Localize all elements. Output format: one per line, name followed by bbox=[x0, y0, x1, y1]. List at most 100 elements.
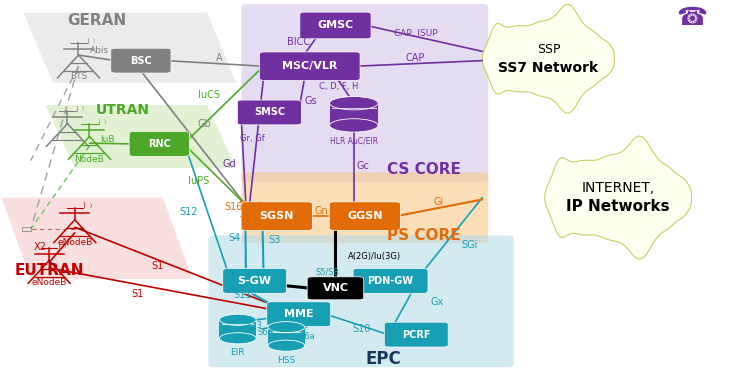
Text: S-GW: S-GW bbox=[238, 276, 272, 286]
Text: S16: S16 bbox=[224, 202, 242, 212]
FancyBboxPatch shape bbox=[268, 327, 304, 346]
FancyBboxPatch shape bbox=[353, 269, 428, 293]
Text: GMSC: GMSC bbox=[318, 21, 354, 31]
Text: Gb: Gb bbox=[198, 119, 212, 129]
Text: S12: S12 bbox=[179, 207, 198, 217]
Text: S6a: S6a bbox=[300, 332, 315, 341]
Ellipse shape bbox=[268, 340, 304, 351]
Polygon shape bbox=[482, 4, 615, 113]
Text: CAP, ISUP: CAP, ISUP bbox=[394, 29, 438, 38]
Text: BICC: BICC bbox=[287, 37, 310, 47]
Text: ): ) bbox=[89, 203, 91, 208]
Ellipse shape bbox=[268, 322, 304, 333]
FancyBboxPatch shape bbox=[259, 52, 360, 81]
Text: INTERNET,: INTERNET, bbox=[581, 181, 654, 195]
Text: IuB: IuB bbox=[101, 135, 115, 144]
Text: CS CORE: CS CORE bbox=[387, 162, 461, 177]
Text: S3: S3 bbox=[268, 235, 281, 245]
Text: BSC: BSC bbox=[130, 56, 152, 66]
Ellipse shape bbox=[220, 333, 256, 344]
FancyBboxPatch shape bbox=[307, 277, 364, 300]
Text: S10: S10 bbox=[353, 324, 371, 334]
Text: ): ) bbox=[76, 106, 78, 112]
Polygon shape bbox=[1, 198, 192, 279]
Text: Gd: Gd bbox=[222, 159, 236, 169]
Text: Gs: Gs bbox=[305, 96, 318, 106]
Text: C, D, F, H: C, D, F, H bbox=[319, 82, 359, 91]
Text: S6d: S6d bbox=[258, 328, 273, 337]
Text: HLR AuC/EIR: HLR AuC/EIR bbox=[329, 137, 378, 145]
Ellipse shape bbox=[220, 314, 256, 325]
Text: S5/S8: S5/S8 bbox=[315, 267, 339, 276]
FancyBboxPatch shape bbox=[111, 48, 171, 73]
Text: RNC: RNC bbox=[148, 139, 171, 149]
FancyBboxPatch shape bbox=[242, 172, 488, 243]
Text: X2: X2 bbox=[34, 242, 46, 252]
Text: VNC: VNC bbox=[323, 283, 349, 293]
Text: EUTRAN: EUTRAN bbox=[14, 263, 84, 278]
Text: S11: S11 bbox=[233, 290, 251, 300]
Text: MME: MME bbox=[284, 309, 313, 319]
FancyBboxPatch shape bbox=[223, 269, 287, 293]
Text: ): ) bbox=[83, 202, 85, 209]
FancyBboxPatch shape bbox=[329, 103, 378, 125]
Text: S1: S1 bbox=[151, 261, 163, 271]
Text: A(2G)/Iu(3G): A(2G)/Iu(3G) bbox=[348, 253, 401, 261]
Text: Gc: Gc bbox=[357, 161, 370, 171]
Ellipse shape bbox=[329, 97, 378, 110]
Text: ): ) bbox=[104, 119, 106, 124]
Text: eNodeB: eNodeB bbox=[32, 278, 67, 287]
Text: A: A bbox=[216, 53, 223, 63]
FancyBboxPatch shape bbox=[329, 202, 400, 231]
FancyBboxPatch shape bbox=[209, 235, 514, 367]
Text: HSS: HSS bbox=[277, 356, 296, 365]
Text: PDN-GW: PDN-GW bbox=[368, 276, 413, 286]
Text: CAP: CAP bbox=[405, 53, 425, 63]
Text: Gn: Gn bbox=[315, 206, 329, 216]
FancyBboxPatch shape bbox=[300, 12, 371, 39]
Text: ☎: ☎ bbox=[676, 6, 707, 30]
Text: IP Networks: IP Networks bbox=[566, 199, 670, 214]
Text: S4: S4 bbox=[228, 233, 240, 242]
FancyBboxPatch shape bbox=[237, 100, 301, 125]
Text: UTRAN: UTRAN bbox=[96, 103, 150, 117]
Text: PS CORE: PS CORE bbox=[387, 228, 461, 243]
Text: ): ) bbox=[63, 244, 66, 248]
Text: ): ) bbox=[57, 242, 60, 249]
Text: Gi: Gi bbox=[433, 197, 444, 207]
Text: ): ) bbox=[86, 37, 89, 44]
FancyBboxPatch shape bbox=[220, 320, 256, 338]
Text: SMSC: SMSC bbox=[254, 107, 285, 117]
Text: S16: S16 bbox=[245, 202, 262, 211]
Text: SGSN: SGSN bbox=[259, 211, 294, 221]
Ellipse shape bbox=[329, 119, 378, 132]
Text: BTS: BTS bbox=[70, 72, 87, 81]
Text: Gx: Gx bbox=[431, 297, 444, 307]
FancyBboxPatch shape bbox=[242, 4, 488, 182]
Text: ): ) bbox=[93, 38, 95, 43]
Text: Abis: Abis bbox=[89, 47, 108, 56]
Text: S1: S1 bbox=[131, 289, 143, 299]
Text: E: E bbox=[290, 58, 297, 68]
Text: SSP: SSP bbox=[537, 43, 560, 56]
Text: NodeB: NodeB bbox=[74, 155, 105, 164]
Text: GERAN: GERAN bbox=[67, 13, 127, 28]
Polygon shape bbox=[545, 136, 691, 259]
Text: MSC/VLR: MSC/VLR bbox=[282, 61, 338, 71]
Polygon shape bbox=[24, 13, 237, 83]
FancyBboxPatch shape bbox=[384, 322, 448, 347]
Text: PCRF: PCRF bbox=[402, 330, 430, 339]
Text: S13: S13 bbox=[247, 321, 262, 330]
Polygon shape bbox=[46, 105, 237, 168]
Text: SGi: SGi bbox=[461, 240, 478, 250]
FancyBboxPatch shape bbox=[267, 302, 331, 327]
Text: ▭: ▭ bbox=[21, 223, 33, 236]
Text: ): ) bbox=[82, 106, 84, 112]
FancyBboxPatch shape bbox=[129, 132, 189, 156]
FancyBboxPatch shape bbox=[241, 202, 312, 231]
Text: IuCS: IuCS bbox=[198, 90, 220, 100]
Text: Gr, Gf: Gr, Gf bbox=[240, 134, 265, 143]
Text: EPC: EPC bbox=[366, 350, 401, 368]
Text: eNodeB: eNodeB bbox=[57, 238, 93, 247]
Text: EIR: EIR bbox=[231, 348, 245, 357]
